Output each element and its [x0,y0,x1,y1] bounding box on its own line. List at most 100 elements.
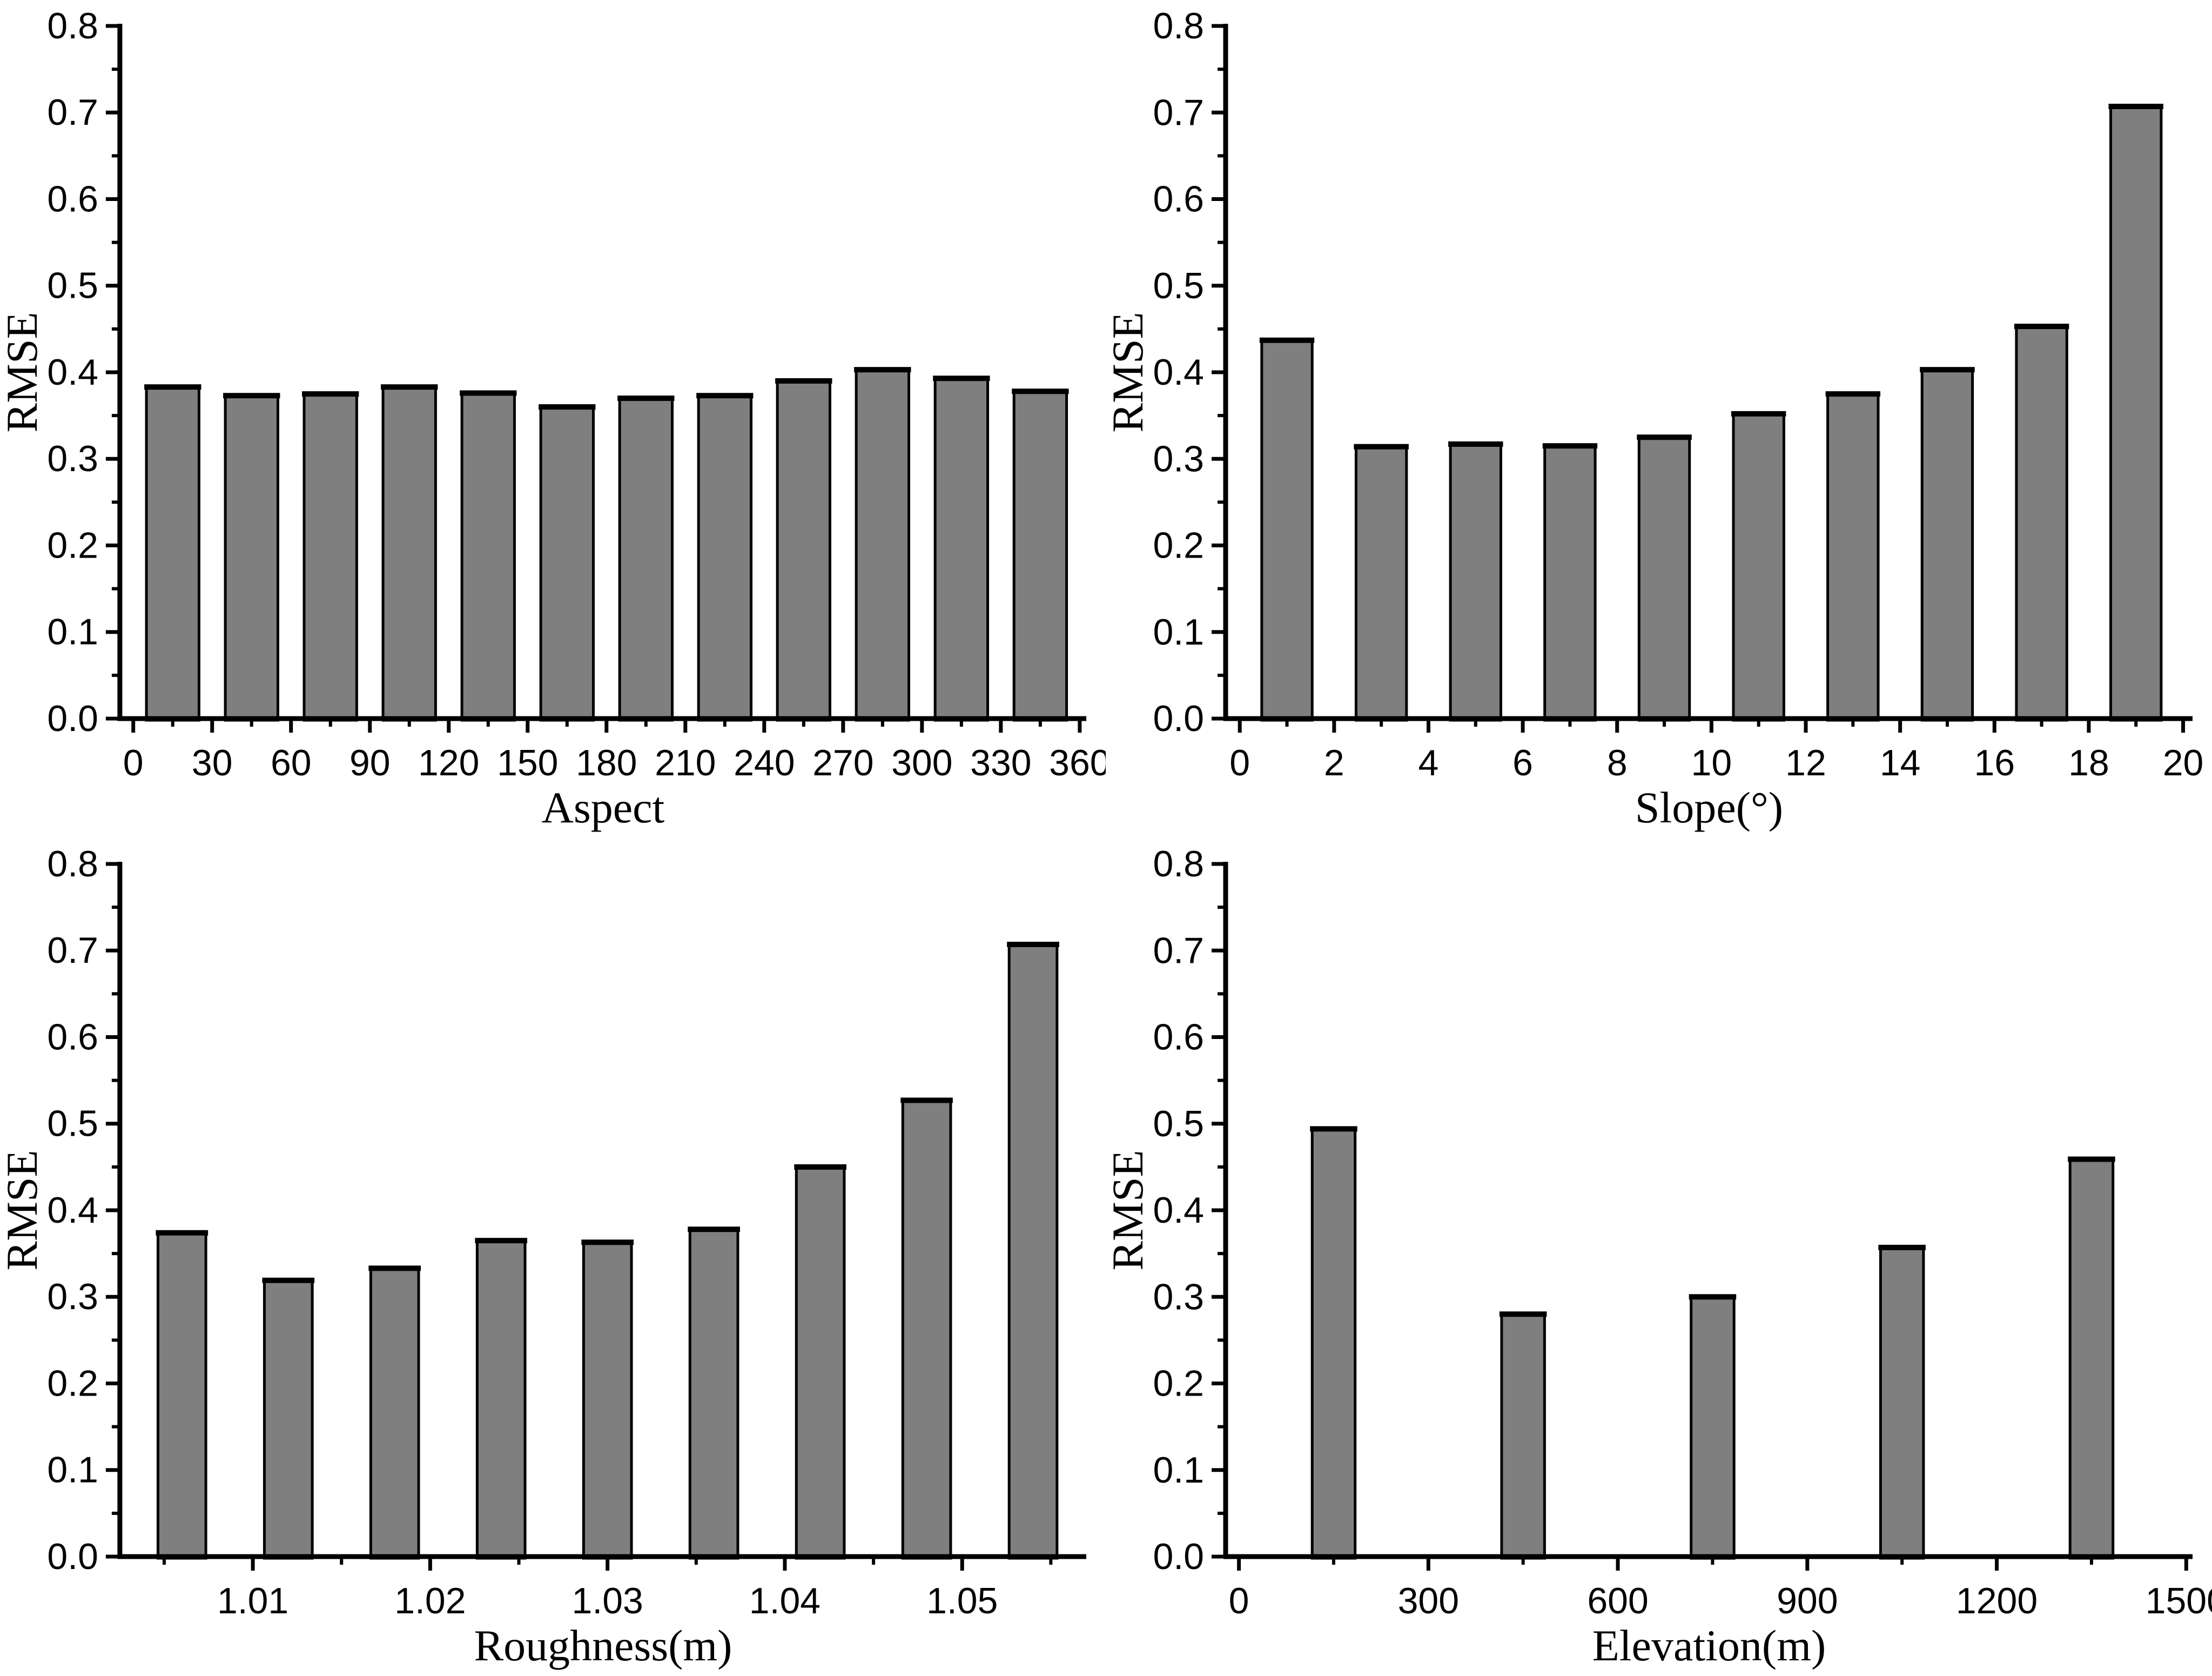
bar [855,368,910,722]
x-tick-label: 4 [1418,742,1439,783]
bar [381,385,437,722]
y-tick-label: 0.0 [1153,698,1204,739]
x-tick-label: 330 [970,742,1031,783]
bar [2015,325,2068,722]
y-tick-label: 0.5 [47,265,98,306]
y-tick-label: 0.7 [47,930,98,971]
y-tick-label: 0.2 [1153,525,1204,566]
x-tick-label: 12 [1785,742,1826,783]
y-tick-label: 0.7 [1153,930,1204,971]
x-tick-label: 1.03 [572,1580,643,1621]
y-axis-title: RMSE [0,1150,46,1270]
y-tick-label: 0.8 [1153,5,1204,46]
bar [1500,1312,1546,1560]
bar [776,379,831,722]
x-tick-label: 30 [192,742,233,783]
x-tick-label: 240 [734,742,795,783]
y-tick-label: 0.8 [47,5,98,46]
bar [1012,390,1068,722]
bar [1690,1295,1736,1560]
x-tick-label: 1.04 [749,1580,821,1621]
x-tick-label: 210 [655,742,716,783]
x-tick-label: 1.05 [926,1580,998,1621]
x-tick-label: 600 [1587,1580,1648,1621]
x-tick-label: 0 [1229,742,1250,783]
bar [1449,443,1502,722]
y-tick-label: 0.7 [1153,92,1204,133]
x-tick-label: 20 [2163,742,2204,783]
bar [1732,412,1785,722]
x-tick-label: 0 [1229,1580,1249,1621]
y-tick-label: 0.1 [1153,612,1204,653]
y-axis-title: RMSE [1106,1150,1152,1270]
bar [1260,339,1314,722]
bar [901,1099,952,1560]
y-tick-label: 0.5 [1153,265,1204,306]
bar [1543,444,1597,722]
chart-panel-elevation: 0.0 0.1 0.2 0.3 0.4 0.5 0.6 0.7 0.8 0 300 600 900 120… [1106,838,2212,1676]
y-tick-label: 0.3 [1153,438,1204,479]
x-tick-label: 90 [349,742,391,783]
x-tick-label: 300 [1398,1580,1459,1621]
x-tick-label: 60 [271,742,312,783]
y-tick-label: 0.2 [1153,1363,1204,1404]
chart-panel-aspect: 0.0 0.1 0.2 0.3 0.4 0.5 0.6 0.7 0.8 0 30 60 90 120 150… [0,0,1106,838]
bar [460,392,516,722]
x-axis-title: Roughness(m) [474,1621,732,1670]
bar [2109,105,2163,722]
x-tick-label: 180 [576,742,637,783]
x-tick-label: 120 [418,742,479,783]
y-tick-label: 0.2 [47,1363,98,1404]
y-tick-label: 0.6 [1153,1017,1204,1058]
x-tick-label: 14 [1880,742,1921,783]
y-axis-title: RMSE [1106,312,1152,432]
bar [2068,1158,2115,1560]
bar [618,397,674,722]
x-tick-label: 18 [2068,742,2109,783]
x-tick-label: 1500 [2146,1580,2212,1621]
y-tick-label: 0.8 [47,843,98,884]
bar [1310,1127,1357,1560]
bar [697,394,753,722]
y-tick-label: 0.0 [1153,1536,1204,1577]
y-tick-label: 0.5 [47,1103,98,1144]
y-tick-label: 0.4 [1153,1190,1204,1231]
y-tick-label: 0.4 [47,352,98,393]
x-axis-title: Aspect [542,783,665,832]
x-tick-label: 1.02 [394,1580,466,1621]
x-tick-label: 900 [1777,1580,1838,1621]
bar [933,377,990,722]
y-tick-label: 0.6 [47,178,98,219]
bar [1007,943,1059,1560]
y-tick-label: 0.4 [47,1190,98,1231]
y-tick-label: 0.1 [1153,1450,1204,1491]
bar [145,385,200,722]
y-tick-label: 0.5 [1153,1103,1204,1144]
y-tick-label: 0.0 [47,1536,98,1577]
y-tick-label: 0.3 [47,1276,98,1317]
x-tick-label: 150 [497,742,558,783]
x-tick-label: 6 [1512,742,1533,783]
y-tick-label: 0.1 [47,612,98,653]
bar [1879,1246,1925,1560]
x-tick-label: 10 [1691,742,1732,783]
bar [582,1241,633,1560]
bar [688,1228,739,1560]
chart-panel-slope: 0.0 0.1 0.2 0.3 0.4 0.5 0.6 0.7 0.8 0 2 4 6 8 10 12 14 16… [1106,0,2212,838]
x-tick-label: 8 [1607,742,1628,783]
y-tick-label: 0.2 [47,525,98,566]
bar [1920,368,1974,722]
y-tick-label: 0.6 [47,1016,98,1057]
x-axis-title: Elevation(m) [1592,1621,1826,1670]
chart-panel-roughness: 0.0 0.1 0.2 0.3 0.4 0.5 0.6 0.7 0.8 1.01 1.02 1.03 1… [0,838,1106,1676]
bar [263,1279,314,1560]
y-tick-label: 0.3 [47,438,98,479]
bar [369,1266,420,1560]
bar [795,1165,846,1560]
x-tick-label: 16 [1974,742,2015,783]
y-tick-label: 0.0 [47,698,98,739]
x-tick-label: 2 [1324,742,1344,783]
bar [1637,435,1691,722]
y-tick-label: 0.3 [1153,1276,1204,1317]
